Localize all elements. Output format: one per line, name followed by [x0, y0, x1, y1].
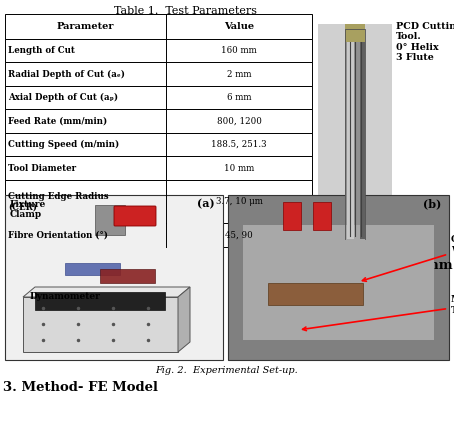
- Bar: [5, 14, 312, 39]
- Text: (b): (b): [423, 198, 441, 209]
- Bar: [5, 223, 312, 247]
- Text: Parameter: Parameter: [57, 22, 114, 31]
- FancyBboxPatch shape: [114, 206, 156, 226]
- Bar: [5, 109, 312, 133]
- Text: Tool Diameter: Tool Diameter: [8, 164, 76, 173]
- Text: 160 mm: 160 mm: [221, 46, 257, 55]
- Bar: [268, 283, 363, 305]
- Bar: [243, 225, 434, 340]
- Polygon shape: [178, 287, 190, 352]
- Bar: [360, 29, 365, 239]
- Text: Cutting Edge Radius
(CER): Cutting Edge Radius (CER): [8, 192, 109, 211]
- Bar: [23, 297, 178, 352]
- Bar: [347, 29, 354, 239]
- Text: Value: Value: [224, 22, 254, 31]
- Text: Fixture
Clamp: Fixture Clamp: [10, 200, 46, 219]
- Text: Ø10mm: Ø10mm: [396, 259, 454, 272]
- Text: Dynamometer: Dynamometer: [30, 292, 100, 301]
- Text: 188.5, 251.3: 188.5, 251.3: [212, 140, 267, 149]
- Bar: [100, 269, 155, 283]
- Bar: [345, 29, 365, 239]
- Bar: [5, 86, 312, 109]
- Text: Axial Depth of Cut (aₚ): Axial Depth of Cut (aₚ): [8, 93, 118, 102]
- Bar: [318, 24, 392, 244]
- Bar: [283, 202, 301, 230]
- Text: Length of Cut: Length of Cut: [8, 46, 75, 55]
- Text: 10 mm: 10 mm: [224, 164, 254, 173]
- Bar: [65, 263, 120, 275]
- Bar: [95, 205, 125, 235]
- Bar: [345, 24, 365, 42]
- Text: (a): (a): [197, 198, 215, 209]
- Text: Fig. 2.  Experimental Set-up.: Fig. 2. Experimental Set-up.: [156, 366, 298, 375]
- Bar: [5, 156, 312, 180]
- Text: 2 mm: 2 mm: [227, 70, 252, 79]
- Text: CFRP
Workpiece: CFRP Workpiece: [362, 235, 454, 281]
- Text: Fig. 1.  PCD
Cutting Tool.: Fig. 1. PCD Cutting Tool.: [325, 248, 385, 267]
- Text: Radial Depth of Cut (aₑ): Radial Depth of Cut (aₑ): [8, 69, 125, 79]
- Bar: [5, 180, 312, 223]
- Text: Table 1.  Test Parameters: Table 1. Test Parameters: [114, 6, 257, 16]
- Text: 3. Method- FE Model: 3. Method- FE Model: [3, 381, 158, 394]
- Text: 800, 1200: 800, 1200: [217, 117, 262, 126]
- Text: Feed Rate (mm/min): Feed Rate (mm/min): [8, 117, 107, 126]
- Bar: [5, 195, 223, 360]
- Text: Machine
Tool: Machine Tool: [303, 295, 454, 331]
- Bar: [5, 133, 312, 156]
- Bar: [228, 195, 449, 360]
- Text: Fibre Orientation (°): Fibre Orientation (°): [8, 231, 108, 240]
- Bar: [313, 202, 331, 230]
- Text: 6 mm: 6 mm: [227, 93, 252, 102]
- Text: 3.7, 10 μm: 3.7, 10 μm: [216, 197, 262, 206]
- Polygon shape: [23, 287, 190, 297]
- Bar: [5, 62, 312, 86]
- Bar: [5, 39, 312, 62]
- Text: 45, 90: 45, 90: [225, 231, 253, 240]
- Text: Cutting Speed (m/min): Cutting Speed (m/min): [8, 140, 119, 149]
- Bar: [35, 292, 165, 310]
- Text: PCD Cutting
Tool.
0° Helix
3 Flute: PCD Cutting Tool. 0° Helix 3 Flute: [396, 22, 454, 62]
